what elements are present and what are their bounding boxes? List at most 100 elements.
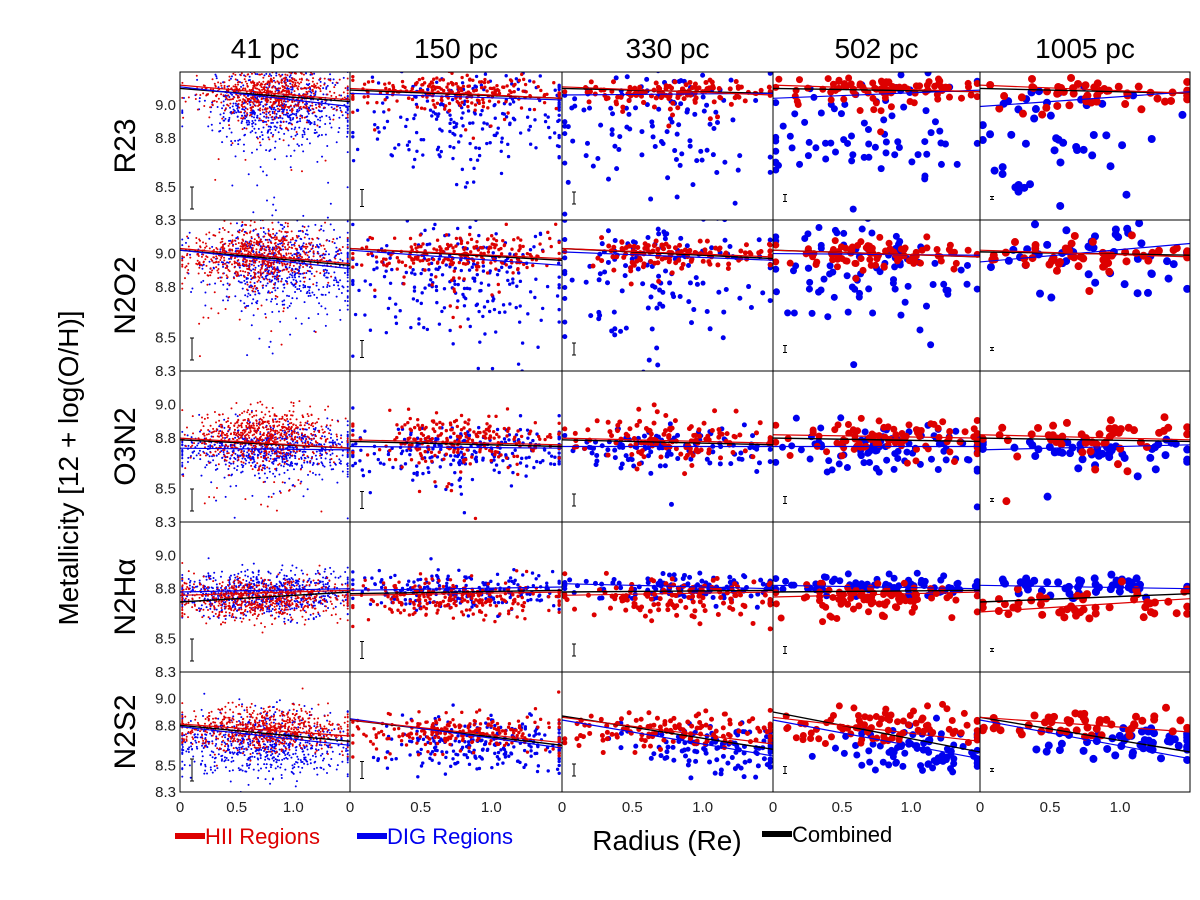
hii-point <box>195 93 198 96</box>
hii-point <box>252 102 255 105</box>
dig-point <box>222 261 225 264</box>
hii-point <box>300 77 303 80</box>
dig-point <box>298 275 301 278</box>
dig-point <box>287 122 290 125</box>
hii-point <box>400 79 405 84</box>
hii-point <box>283 106 286 109</box>
hii-point <box>718 95 724 101</box>
dig-point <box>251 244 254 247</box>
hii-point <box>246 99 249 102</box>
hii-point <box>273 266 276 269</box>
dig-point <box>219 113 222 116</box>
hii-point <box>716 247 722 253</box>
hii-point <box>217 268 220 271</box>
dig-point <box>737 295 743 301</box>
scatter-points <box>351 220 561 371</box>
dig-point <box>654 305 660 311</box>
hii-point <box>1027 74 1036 83</box>
hii-point <box>340 111 343 114</box>
dig-point <box>346 296 349 299</box>
hii-point <box>296 87 299 90</box>
dig-point <box>801 234 809 242</box>
dig-point <box>282 110 285 113</box>
hii-point <box>312 250 315 253</box>
dig-point <box>302 286 305 289</box>
hii-point <box>857 238 865 246</box>
dig-point <box>351 222 355 227</box>
hii-point <box>187 262 190 265</box>
dig-point <box>318 302 321 305</box>
hii-point <box>314 330 317 333</box>
dig-point <box>277 221 280 224</box>
hii-point <box>656 278 662 284</box>
dig-point <box>268 346 271 349</box>
dig-point <box>936 127 944 135</box>
hii-point <box>694 86 700 92</box>
dig-point <box>329 223 332 226</box>
dig-point <box>460 116 464 120</box>
hii-point <box>483 77 487 82</box>
hii-point <box>251 289 254 292</box>
dig-point <box>222 100 225 103</box>
hii-point <box>272 236 275 239</box>
dig-point <box>283 286 286 289</box>
dig-point <box>321 100 324 103</box>
hii-point <box>246 108 249 111</box>
dig-point <box>309 104 312 107</box>
hii-point <box>502 117 507 122</box>
dig-point <box>251 122 254 125</box>
dig-point <box>657 287 663 293</box>
dig-point <box>548 135 552 140</box>
dig-point <box>385 119 390 124</box>
dig-point <box>476 366 480 371</box>
hii-point <box>461 261 466 266</box>
hii-point <box>1038 110 1047 119</box>
hii-point <box>249 281 252 284</box>
dig-point <box>218 203 220 205</box>
dig-point <box>235 484 238 487</box>
hii-point <box>273 246 276 249</box>
dig-point <box>229 106 232 109</box>
dig-point <box>514 77 519 81</box>
dig-point <box>305 272 308 275</box>
dig-point <box>249 131 252 134</box>
dig-point <box>557 105 561 110</box>
hii-point <box>223 84 226 87</box>
hii-point <box>400 260 405 264</box>
hii-point <box>1017 93 1026 102</box>
hii-point <box>395 256 400 260</box>
dig-point <box>333 242 336 245</box>
hii-point <box>199 263 202 266</box>
dig-point <box>439 149 443 154</box>
dig-point <box>320 103 323 106</box>
hii-point <box>679 265 685 271</box>
dig-point <box>732 200 738 206</box>
dig-point <box>333 271 336 274</box>
hii-point <box>843 257 851 265</box>
dig-point <box>543 119 548 124</box>
dig-point <box>540 306 545 311</box>
dig-point <box>301 135 304 138</box>
dig-point <box>196 78 199 81</box>
dig-point <box>240 274 243 277</box>
hii-point <box>490 91 495 95</box>
hii-point <box>460 100 464 105</box>
hii-point <box>258 260 261 263</box>
dig-point <box>271 352 274 355</box>
dig-point <box>517 320 522 324</box>
dig-point <box>485 122 489 126</box>
hii-point <box>243 233 246 236</box>
row-label: O3N2 <box>109 407 142 485</box>
hii-point <box>637 84 643 90</box>
dig-point <box>722 159 728 165</box>
dig-point <box>339 318 342 321</box>
dig-point <box>310 272 313 275</box>
hii-point <box>848 243 856 251</box>
column-title: 1005 pc <box>1035 33 1135 64</box>
dig-point <box>612 326 618 332</box>
dig-point <box>326 269 329 272</box>
dig-point <box>595 155 601 161</box>
hii-point <box>727 86 733 92</box>
dig-point <box>505 270 509 274</box>
dig-point <box>307 317 310 320</box>
